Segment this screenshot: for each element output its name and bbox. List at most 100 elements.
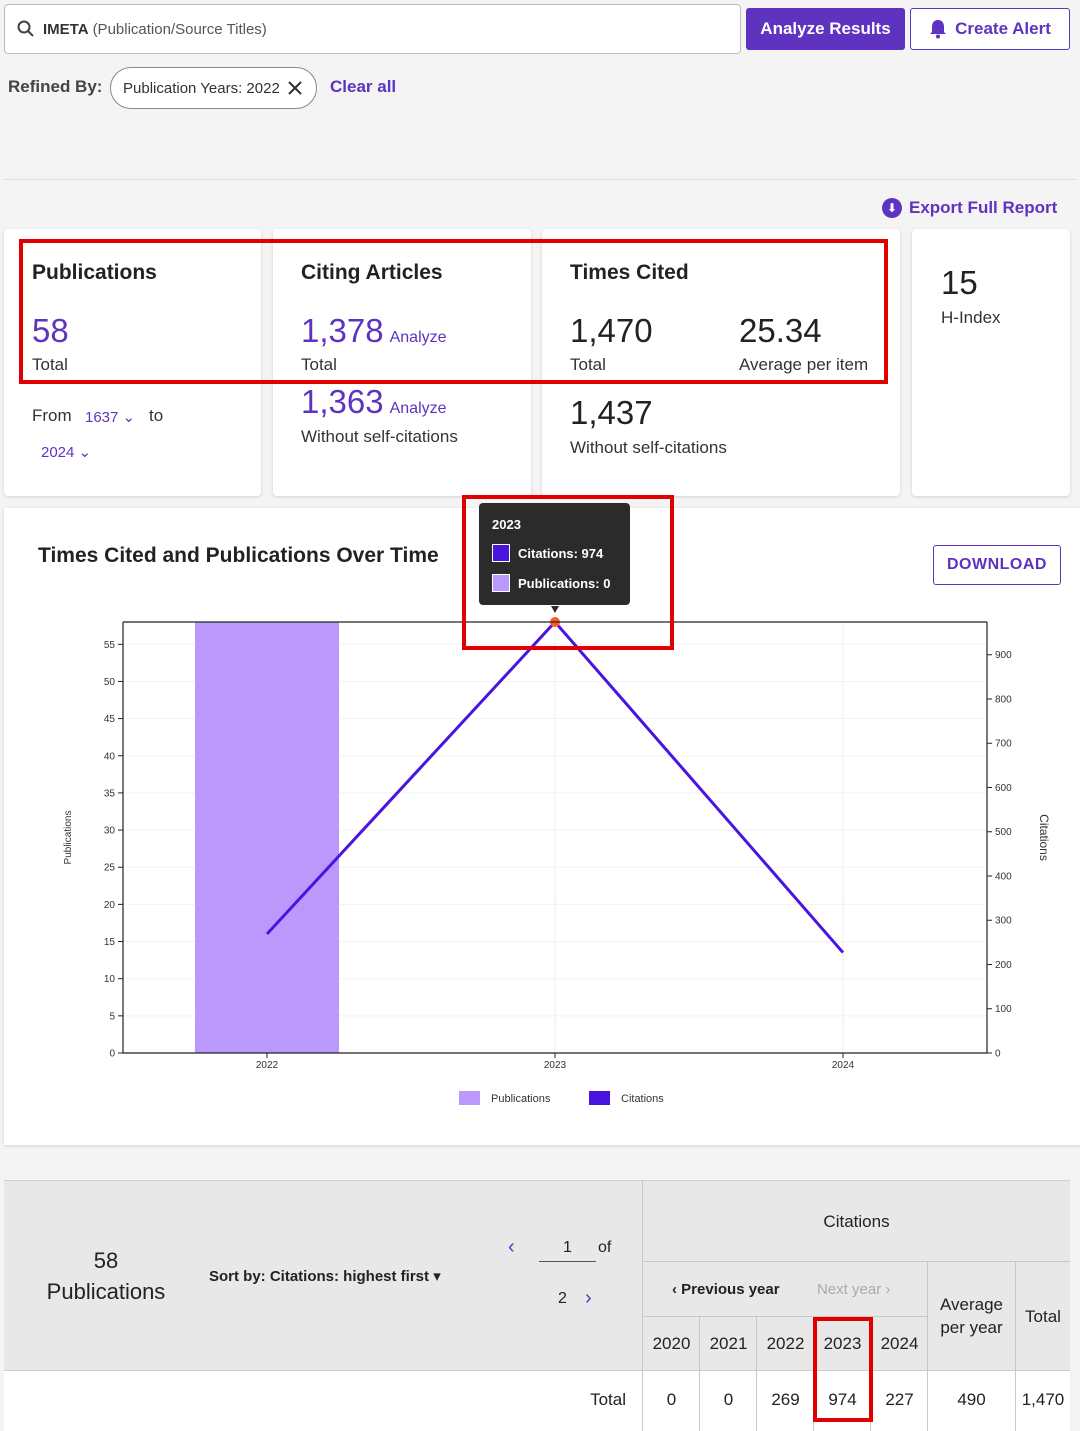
row-value-2022: 269 bbox=[771, 1390, 800, 1409]
citing-without-self-caption: Without self-citations bbox=[301, 427, 458, 446]
y-tick-label: 45 bbox=[104, 714, 116, 725]
divider bbox=[1015, 1262, 1016, 1431]
y-tick-label: 50 bbox=[104, 677, 116, 688]
average-header-line1: Average bbox=[939, 1295, 1003, 1314]
chevron-left-icon: ‹ bbox=[672, 1281, 677, 1298]
row-value-2021: 0 bbox=[723, 1390, 734, 1409]
tooltip-publications-swatch bbox=[492, 574, 510, 592]
tooltip-publications-row: Publications: 0 bbox=[492, 574, 610, 592]
divider bbox=[4, 179, 1076, 180]
times-cited-value: 1,470 bbox=[570, 312, 653, 349]
x-tick-label: 2022 bbox=[256, 1060, 279, 1071]
y2-tick-label: 800 bbox=[995, 694, 1012, 705]
citing-without-self-number[interactable]: 1,363 bbox=[301, 383, 384, 420]
y-tick-label: 10 bbox=[104, 974, 116, 985]
tooltip-citations-row: Citations: 974 bbox=[492, 544, 603, 562]
filter-chip-label: Publication Years: 2022 bbox=[123, 79, 280, 97]
times-cited-card bbox=[542, 229, 900, 496]
divider bbox=[927, 1262, 928, 1431]
times-cited-title: Times Cited bbox=[570, 261, 689, 284]
y2-tick-label: 600 bbox=[995, 783, 1012, 794]
citing-total-value[interactable]: 1,378 bbox=[301, 312, 384, 349]
analyze-link-2[interactable]: Analyze bbox=[389, 400, 447, 417]
y-tick-label: 20 bbox=[104, 900, 116, 911]
average-per-item-value: 25.34 bbox=[739, 312, 822, 349]
to-year-select[interactable]: 2024 ⌄ bbox=[41, 443, 91, 461]
divider bbox=[642, 1180, 643, 1431]
previous-year-button[interactable]: ‹ Previous year bbox=[672, 1281, 780, 1298]
next-year-button[interactable]: Next year › bbox=[817, 1281, 890, 1298]
average-per-item-caption: Average per item bbox=[739, 355, 869, 374]
y-tick-label: 0 bbox=[109, 1049, 115, 1060]
times-cited-without-self-caption: Without self-citations bbox=[570, 438, 727, 457]
close-icon[interactable] bbox=[288, 81, 302, 95]
clear-all-link[interactable]: Clear all bbox=[330, 77, 397, 96]
filter-chip[interactable]: Publication Years: 2022 bbox=[110, 67, 317, 109]
publications-value[interactable]: 58 bbox=[32, 312, 69, 349]
y-tick-label: 15 bbox=[104, 937, 116, 948]
previous-year-label: Previous year bbox=[681, 1281, 780, 1298]
table-publication-label: Publications bbox=[46, 1279, 166, 1304]
publications-table-total-row bbox=[4, 1370, 1070, 1431]
citing-articles-title: Citing Articles bbox=[301, 261, 443, 284]
year-header-2021: 2021 bbox=[709, 1334, 748, 1353]
chevron-right-icon: › bbox=[885, 1281, 891, 1298]
y2-tick-label: 0 bbox=[995, 1049, 1001, 1060]
tooltip-year: 2023 bbox=[492, 517, 521, 532]
row-value-2023: 974 bbox=[828, 1390, 857, 1409]
next-page-icon[interactable]: › bbox=[585, 1287, 592, 1309]
bell-icon bbox=[930, 20, 947, 39]
legend-swatch-publications bbox=[459, 1091, 480, 1105]
caret-down-icon: ▾ bbox=[433, 1268, 441, 1285]
bar-publications-2022[interactable] bbox=[195, 622, 339, 1053]
search-query: IMETA bbox=[43, 20, 89, 38]
refined-by-label: Refined By: bbox=[8, 77, 103, 96]
download-button[interactable]: DOWNLOAD bbox=[933, 545, 1061, 585]
year-header-2020: 2020 bbox=[652, 1334, 691, 1353]
download-icon: ⬇ bbox=[882, 198, 902, 218]
create-alert-label: Create Alert bbox=[955, 19, 1051, 38]
divider bbox=[756, 1317, 757, 1431]
sort-select[interactable]: Sort by: Citations: highest first ▾ bbox=[209, 1267, 441, 1285]
y2-tick-label: 900 bbox=[995, 650, 1012, 661]
publications-caption: Total bbox=[32, 355, 68, 374]
citing-articles-card bbox=[273, 229, 531, 496]
y-tick-label: 55 bbox=[104, 640, 116, 651]
row-value-2024: 227 bbox=[885, 1390, 914, 1409]
analyze-link[interactable]: Analyze bbox=[389, 329, 447, 346]
search-input[interactable]: IMETA (Publication/Source Titles) bbox=[4, 4, 741, 54]
chevron-down-icon: ⌄ bbox=[122, 409, 136, 426]
citing-articles-value: 1,378 Analyze bbox=[301, 312, 447, 350]
year-header-2024: 2024 bbox=[880, 1334, 919, 1353]
x-tick-label: 2023 bbox=[544, 1060, 567, 1071]
page-count: 2 bbox=[558, 1290, 567, 1307]
prev-page-icon[interactable]: ‹ bbox=[508, 1236, 515, 1258]
chart-card bbox=[4, 508, 1080, 1145]
search-icon bbox=[17, 20, 34, 37]
year-header-2023: 2023 bbox=[823, 1334, 862, 1353]
legend-swatch-citations bbox=[589, 1091, 610, 1105]
legend-label-publications: Publications bbox=[491, 1093, 551, 1105]
y-tick-label: 30 bbox=[104, 826, 116, 837]
h-index-card bbox=[912, 229, 1070, 496]
export-full-report-link[interactable]: ⬇ Export Full Report bbox=[882, 198, 1057, 218]
chart-tooltip: 2023 Citations: 974 Publications: 0 bbox=[479, 503, 630, 605]
create-alert-button[interactable]: Create Alert bbox=[910, 8, 1070, 50]
page-input[interactable]: 1 bbox=[539, 1239, 596, 1262]
times-cited-caption: Total bbox=[570, 355, 606, 374]
row-total-label: Total bbox=[590, 1390, 626, 1409]
y2-tick-label: 300 bbox=[995, 916, 1012, 927]
publications-table-header bbox=[4, 1180, 1070, 1370]
from-year-select[interactable]: 1637 ⌄ bbox=[85, 408, 135, 426]
times-cited-without-self-value: 1,437 bbox=[570, 394, 653, 431]
publications-title: Publications bbox=[32, 261, 157, 284]
analyze-results-button[interactable]: Analyze Results bbox=[746, 8, 905, 50]
row-average: 490 bbox=[957, 1390, 986, 1409]
divider bbox=[643, 1261, 1070, 1262]
x-tick-label: 2024 bbox=[832, 1060, 855, 1071]
y2-tick-label: 100 bbox=[995, 1004, 1012, 1015]
y2-tick-label: 400 bbox=[995, 871, 1012, 882]
table-publication-count: 58 bbox=[93, 1248, 119, 1273]
chevron-down-icon: ⌄ bbox=[78, 444, 92, 461]
export-label: Export Full Report bbox=[909, 198, 1058, 217]
